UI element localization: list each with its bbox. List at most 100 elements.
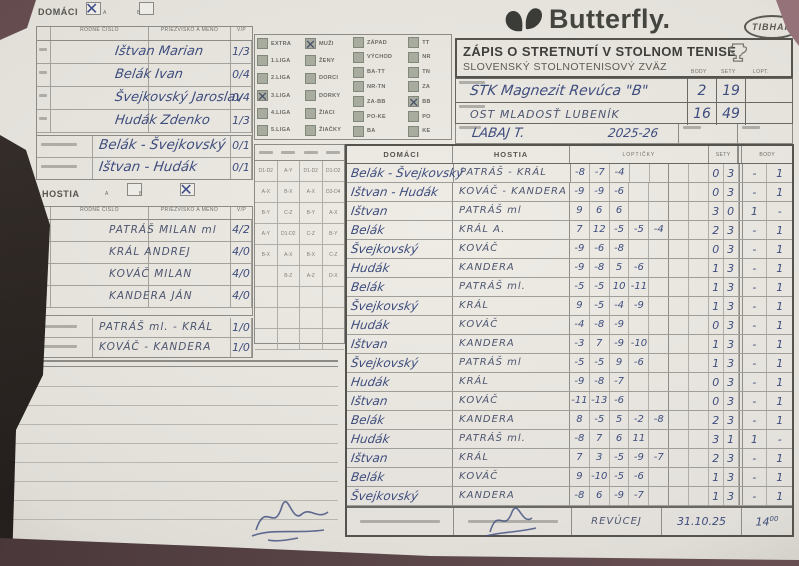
league-grid-item: 2.LIGA [257, 72, 305, 85]
set-score-cell [669, 487, 689, 505]
set-score-cell: -11 [629, 278, 650, 296]
point-home: - [752, 375, 757, 389]
point-guest-cell: 1 [767, 354, 792, 372]
code-grid-row: A-X B-X A-X D3-D4 [255, 182, 344, 203]
code-cell: B-Y [300, 203, 323, 223]
hostia-cell: KANDERA [453, 487, 570, 505]
set-score-cell [689, 297, 709, 315]
point-home: - [752, 337, 757, 351]
sets-guest-cell: 3 [724, 164, 739, 182]
set-score-cell: -5 [610, 221, 630, 239]
domaci-cell: Švejkovský [347, 297, 454, 315]
domaci-cell: Belák [347, 468, 454, 486]
notes-header-rule [8, 360, 338, 367]
illegible-print [39, 71, 47, 75]
league-grid-label: PO [422, 113, 431, 120]
set-score: 5 [615, 262, 623, 273]
league-grid-label: 5.LIGA [271, 127, 291, 134]
illegible-print [39, 293, 47, 297]
league-grid-label: BA [367, 128, 376, 135]
league-grid-item: ZA [408, 81, 449, 93]
code-cell: D1-D2 [326, 168, 341, 174]
set-score-cell: 12 [590, 221, 610, 239]
signature-scribble [485, 507, 537, 537]
league-checkbox [257, 107, 268, 119]
match-row: Ištvan KRÁL 7 3 -5 -9 -7 2 3 - 1 [347, 449, 792, 468]
league-checkbox [305, 55, 316, 67]
double-rule [738, 373, 743, 391]
double-rule [738, 146, 743, 163]
match-row: Belák KRÁL A. 7 12 -5 -5 -4 2 3 - 1 [347, 221, 792, 240]
set-score-cell: 6 [610, 202, 630, 220]
vp-cell: 4/0 [231, 264, 252, 285]
doubles-row: 1/0 PATRÁŠ ml. - KRÁL [37, 318, 252, 338]
code-grid-row: B-Y C-Z B-Y A-X [255, 203, 344, 224]
sets-home-cell: 0 [709, 316, 724, 334]
row-label-cell [37, 87, 51, 109]
sets-guest-cell: 3 [724, 449, 739, 467]
trophy-icon [729, 43, 747, 62]
code-cell: A-Y [278, 161, 300, 181]
sets-guest-cell: 3 [724, 354, 739, 372]
domaci-player: Ištvan - Hudák [350, 185, 440, 199]
league-grid-label: ŽIAČKY [319, 127, 342, 134]
league-grid-label: 3.LIGA [271, 92, 291, 99]
point-guest-cell: 1 [767, 468, 792, 486]
sets-guest: 3 [727, 375, 735, 389]
set-score-cell: 9 [570, 297, 590, 315]
sets-home: 3 [712, 204, 720, 218]
home-team-name-cell: STK Magnezit Revúca "B" [456, 79, 688, 102]
point-home: 1 [750, 204, 758, 218]
match-row: Švejkovský KANDERA -8 6 -9 -7 1 3 - 1 [347, 487, 792, 506]
hostia-cell: KANDERA [453, 259, 570, 277]
illegible-print [683, 126, 701, 129]
set-score-cell [669, 468, 689, 486]
match-order-code-grid: D1-D2 A-Y D1-D2 D1-D2 A-X B-X A-X D3-D4 … [254, 144, 345, 350]
sets-home-cell: 1 [709, 335, 724, 353]
set-score-cell: -9 [590, 183, 610, 201]
sets-guest-cell: 3 [724, 221, 739, 239]
code-cell: D1-D2 [300, 161, 323, 181]
match-table-footer: REVÚCEJ 31.10.25 1400 [347, 506, 792, 535]
sets-guest-cell: 3 [724, 183, 739, 201]
domaci-player: Belák - Švejkovský [350, 166, 465, 180]
set-score: -9 [574, 243, 585, 254]
set-score-cell: 7 [590, 335, 610, 353]
sets-home-cell: 0 [709, 164, 724, 182]
vp-cell: 4/0 [231, 286, 252, 307]
set-score-cell: -8 [590, 373, 610, 391]
set-score: -5 [633, 224, 644, 235]
doubles-name-cell [93, 318, 231, 337]
rodne-cislo-cell [51, 41, 149, 63]
vp-cell: 0/1 [231, 158, 252, 179]
doubles-label-cell [37, 158, 93, 179]
set-score-cell [669, 297, 689, 315]
league-grid-item: BB [408, 96, 449, 108]
set-score-cell [669, 183, 689, 201]
domaci-player: Ištvan [350, 394, 389, 408]
vp-value: 0/1 [232, 139, 250, 152]
header-hostia: HOSTIA [453, 146, 571, 163]
domaci-cell: Hudák [347, 430, 454, 448]
player-name-handwritten: Švejkovský Jaroslav [113, 90, 245, 105]
match-table: DOMÁCI HOSTIA LOPTIČKY SETY BODY Belák -… [345, 144, 794, 537]
player-name-cell [149, 87, 231, 109]
sets-home: 1 [712, 299, 720, 313]
set-score: -8 [574, 433, 585, 444]
doubles-row: 0/1 Belák - Švejkovský [37, 136, 252, 158]
match-row: Švejkovský PATRÁŠ ml -5 -5 9 -6 1 3 - 1 [347, 354, 792, 373]
set-score-cell [629, 183, 650, 201]
domaci-player: Belák [350, 470, 386, 484]
x-mark-icon [305, 36, 325, 56]
point-guest: 1 [776, 375, 784, 389]
point-guest: 1 [776, 242, 784, 256]
tibhar-wordmark: TIBHAR [752, 22, 792, 32]
domaci-player: Hudák [350, 375, 391, 389]
point-guest-cell: 1 [767, 411, 792, 429]
domaci-roster-table: RODNÉ ČÍSLO PRIEZVISKO A MENO V/P 1/3 Iš… [36, 26, 253, 136]
sets-home: 1 [712, 489, 720, 503]
point-guest-cell: 1 [767, 335, 792, 353]
set-score-cell: 7 [570, 221, 590, 239]
player-name-cell [149, 64, 231, 86]
row-label-cell [37, 286, 51, 307]
